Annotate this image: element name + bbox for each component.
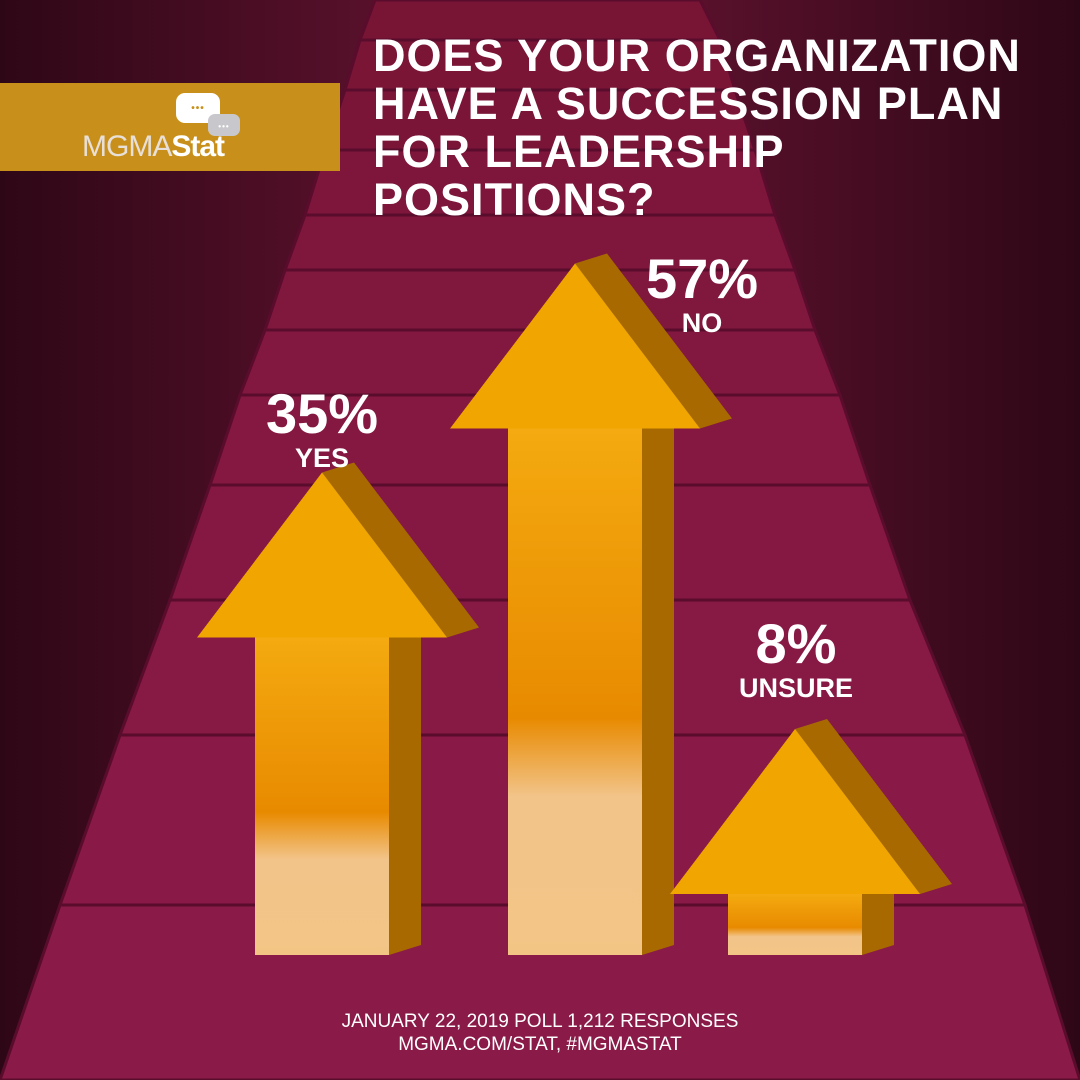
data-label-yes: 35% YES [265,382,379,474]
data-label-unsure: 8% UNSURE [738,612,853,704]
page-title: Does your organization have a succession… [373,30,1021,225]
poll-info: JANUARY 22, 2019 POLL 1,212 RESPONSES [341,1011,739,1032]
logo-band [0,83,340,171]
arrow-bar-no [450,253,732,955]
mgma-stat-logo: MGMAStat [82,130,225,163]
website-hashtag: MGMA.COM/STAT, #MGMASTAT [398,1034,682,1055]
data-label-no: 57% NO [645,247,759,339]
chat-bubble-icon: ••• [208,114,240,136]
footer: JANUARY 22, 2019 POLL 1,212 RESPONSES MG… [0,1010,1080,1056]
arrow-bar-unsure [670,719,952,955]
arrow-bar-yes [197,462,479,955]
